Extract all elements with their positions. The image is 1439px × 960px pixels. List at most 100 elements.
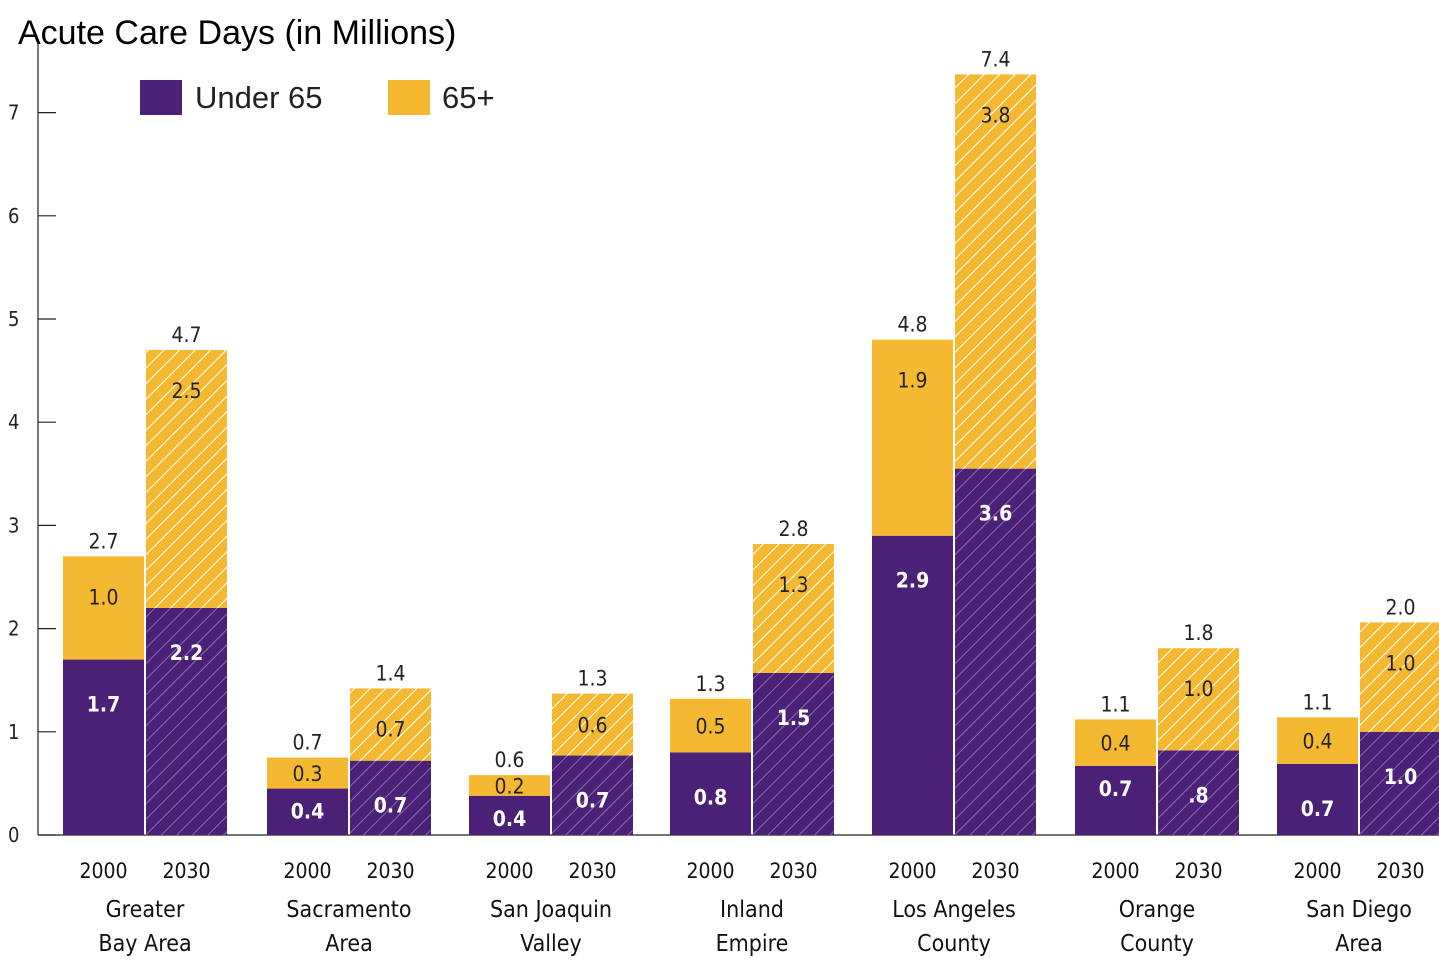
legend-label-65-plus: 65+ (442, 80, 495, 115)
bar-under-65 (955, 468, 1036, 835)
year-label: 2000 (485, 859, 533, 883)
y-tick-label: 5 (8, 307, 19, 331)
over-65-label: 0.4 (1100, 732, 1130, 756)
total-label: 1.8 (1183, 621, 1213, 645)
under-65-label: 3.6 (979, 502, 1012, 526)
under-65-label: 2.2 (170, 641, 203, 665)
over-65-label: 0.6 (577, 714, 607, 738)
y-tick-label: 0 (8, 823, 19, 847)
over-65-label: 3.8 (980, 103, 1010, 127)
bar-65-plus (753, 543, 834, 673)
y-tick-label: 3 (8, 513, 19, 537)
total-label: 1.4 (375, 661, 405, 685)
y-tick-label: 7 (8, 101, 19, 125)
region-label: San Joaquin (490, 897, 612, 923)
total-label: 0.6 (494, 748, 524, 772)
over-65-label: 0.3 (292, 762, 322, 786)
over-65-label: 0.4 (1302, 730, 1332, 754)
bar-under-65 (872, 535, 953, 835)
year-label: 2000 (1293, 859, 1341, 883)
bar-65-plus (872, 339, 953, 536)
bar-under-65 (1075, 765, 1156, 835)
region-label: Sacramento (286, 897, 411, 923)
bar-under-65 (670, 752, 751, 835)
bar-under-65 (350, 760, 431, 835)
year-label: 2000 (79, 859, 127, 883)
legend-swatch-under-65 (140, 80, 182, 115)
legend: Under 65 65+ (140, 80, 495, 115)
region-label: Valley (520, 931, 582, 957)
over-65-label: 1.0 (1385, 651, 1415, 675)
bar-under-65 (267, 788, 348, 835)
total-label: 4.8 (897, 313, 927, 337)
year-label: 2000 (686, 859, 734, 883)
region-label: Orange (1119, 897, 1195, 923)
total-label: 1.3 (577, 667, 607, 691)
year-label: 2030 (568, 859, 616, 883)
under-65-label: 0.7 (374, 794, 407, 818)
total-label: 0.7 (292, 731, 322, 755)
bar-under-65 (753, 672, 834, 835)
under-65-label: 0.7 (1301, 797, 1334, 821)
over-65-label: 1.9 (897, 369, 927, 393)
total-label: 1.3 (695, 672, 725, 696)
over-65-label: 2.5 (171, 379, 201, 403)
over-65-label: 0.5 (695, 715, 725, 739)
total-label: 2.0 (1385, 595, 1415, 619)
region-label: Inland (720, 897, 784, 923)
year-label: 2030 (769, 859, 817, 883)
over-65-label: 0.7 (375, 717, 405, 741)
y-tick-label: 2 (8, 617, 19, 641)
year-label: 2030 (1376, 859, 1424, 883)
over-65-label: 1.0 (88, 585, 118, 609)
bars (63, 74, 1439, 835)
region-label: Greater (106, 897, 185, 923)
bar-65-plus (63, 556, 144, 660)
year-label: 2000 (1091, 859, 1139, 883)
over-65-label: 0.2 (494, 774, 524, 798)
region-label: Area (325, 931, 373, 957)
bar-65-plus (350, 688, 431, 761)
total-label: 1.1 (1100, 692, 1130, 716)
total-label: 1.1 (1302, 690, 1332, 714)
total-label: 2.7 (88, 529, 118, 553)
region-label: San Diego (1306, 897, 1412, 923)
region-label: Empire (716, 931, 789, 957)
bar-under-65 (63, 659, 144, 835)
under-65-label: 0.7 (576, 789, 609, 813)
under-65-label: 2.9 (896, 569, 929, 593)
bar-65-plus (1075, 719, 1156, 766)
y-tick-label: 6 (8, 204, 19, 228)
y-tick-label: 4 (8, 410, 19, 434)
bar-65-plus (469, 775, 550, 796)
under-65-label: 0.8 (694, 785, 727, 809)
region-label: County (917, 931, 991, 957)
bar-65-plus (1158, 648, 1239, 751)
under-65-label: 1.5 (777, 706, 810, 730)
region-label: Los Angeles (892, 897, 1016, 923)
labels: 2.7 1.7 1.0 2000 4.7 2.2 2.5 2030 Greater Bay Are… (79, 47, 1424, 957)
over-65-label: 1.3 (778, 573, 808, 597)
year-label: 2030 (971, 859, 1019, 883)
year-label: 2030 (162, 859, 210, 883)
bar-65-plus (955, 74, 1036, 469)
year-label: 2030 (366, 859, 414, 883)
bar-65-plus (552, 693, 633, 756)
year-label: 2000 (283, 859, 331, 883)
total-label: 2.8 (778, 517, 808, 541)
year-label: 2030 (1174, 859, 1222, 883)
region-label: Area (1335, 931, 1383, 957)
bar-65-plus (267, 757, 348, 789)
bar-under-65 (1158, 750, 1239, 835)
year-label: 2000 (888, 859, 936, 883)
legend-label-under-65: Under 65 (195, 80, 323, 115)
bar-65-plus (146, 349, 227, 608)
region-label: County (1120, 931, 1194, 957)
under-65-label: 0.4 (291, 800, 324, 824)
bar-under-65 (1277, 763, 1358, 835)
region-label: Bay Area (98, 931, 191, 957)
bar-65-plus (1360, 622, 1439, 732)
bar-under-65 (1360, 731, 1439, 835)
y-tick-label: 1 (8, 720, 19, 744)
total-label: 7.4 (980, 47, 1010, 71)
